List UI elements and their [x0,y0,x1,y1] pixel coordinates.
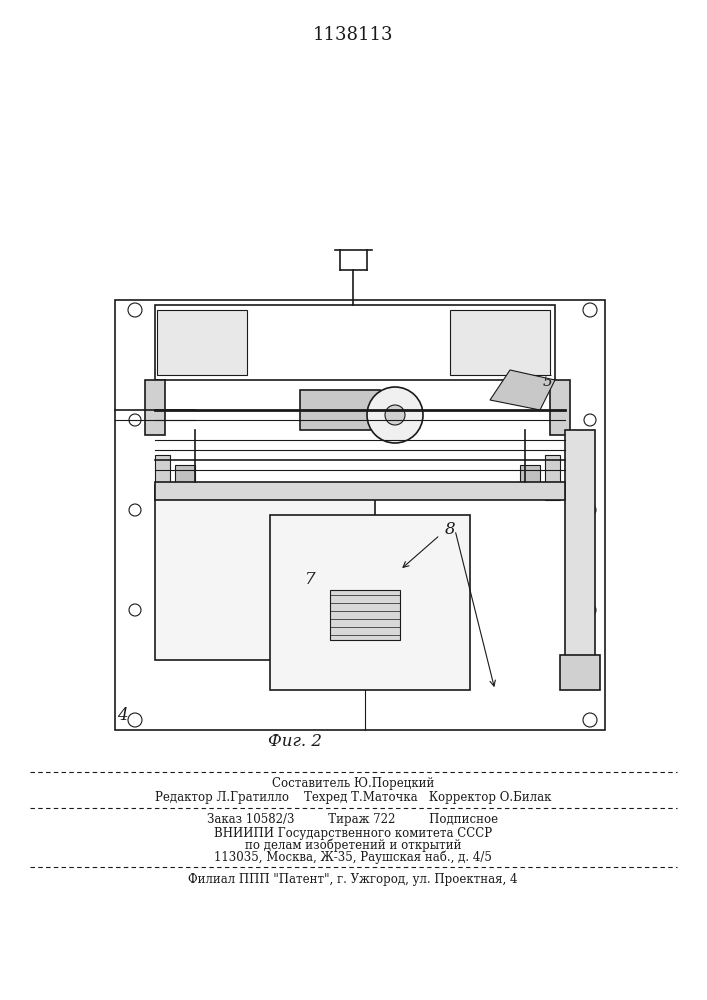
Text: Составитель Ю.Порецкий: Составитель Ю.Порецкий [271,778,434,790]
Bar [520,465,540,495]
Circle shape [385,405,405,425]
Bar [565,430,595,660]
Bar [450,310,550,375]
Bar [115,300,605,730]
Circle shape [367,387,423,443]
Bar [155,455,170,500]
Bar [155,482,565,500]
Bar [155,485,375,660]
Text: 113035, Москва, Ж-35, Раушская наб., д. 4/5: 113035, Москва, Ж-35, Раушская наб., д. … [214,850,492,864]
Bar [175,465,195,495]
Text: Заказ 10582/3         Тираж 722         Подписное: Заказ 10582/3 Тираж 722 Подписное [207,814,498,826]
Bar [560,655,600,690]
Bar [157,310,247,375]
Polygon shape [490,370,555,410]
Text: ВНИИПИ Государственного комитета СССР: ВНИИПИ Государственного комитета СССР [214,826,492,840]
Bar [330,590,400,640]
Text: Филиал ППП "Патент", г. Ужгород, ул. Проектная, 4: Филиал ППП "Патент", г. Ужгород, ул. Про… [188,874,518,886]
Bar [270,515,470,690]
Text: Редактор Л.Гратилло    Техред Т.Маточка   Корректор О.Билак: Редактор Л.Гратилло Техред Т.Маточка Кор… [155,792,551,804]
Bar [300,390,380,430]
Bar [545,455,560,500]
Text: 1138113: 1138113 [312,26,393,44]
Text: 8: 8 [445,522,455,538]
Text: 5: 5 [543,375,553,389]
Text: Фиг. 2: Фиг. 2 [268,734,322,750]
Bar [155,305,555,380]
Text: 4: 4 [117,706,127,724]
Text: по делам изобретений и открытий: по делам изобретений и открытий [245,838,461,852]
Text: 7: 7 [305,572,315,588]
Bar [550,380,570,435]
Bar [145,380,165,435]
